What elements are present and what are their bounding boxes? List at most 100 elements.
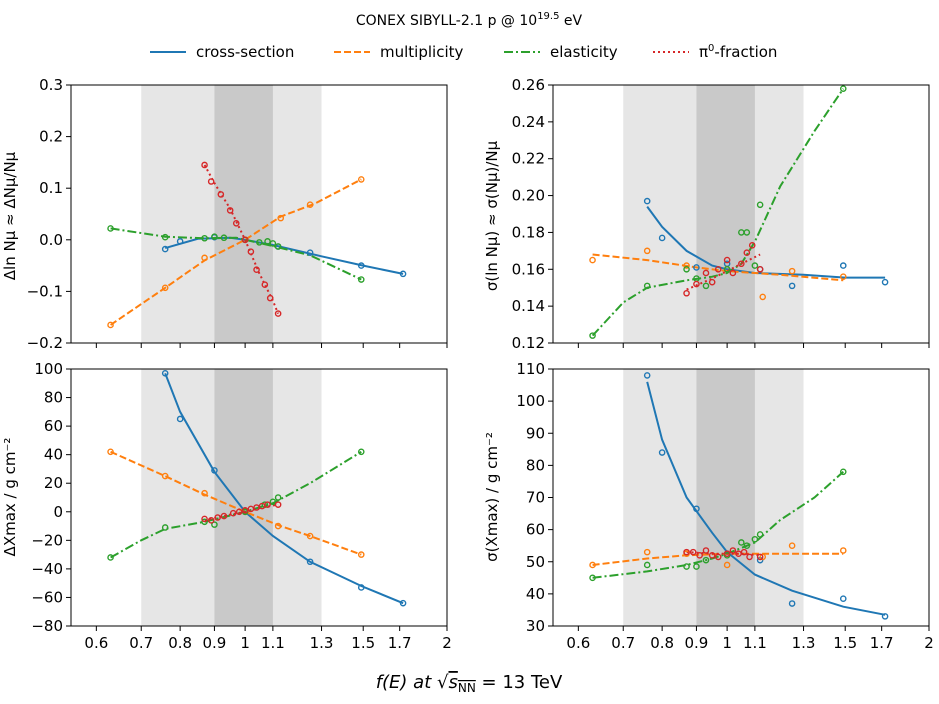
xtick-label: 0.9 [203,634,227,652]
point-mult-2 [683,262,690,269]
point-pi0-8 [743,249,751,256]
point-pi0-2 [217,191,225,198]
ytick-label: 0.18 [512,223,545,241]
point-mult-4 [277,214,285,222]
ylabel-top-right: σ(ln Nμ) ≈ σ(Nμ)/Nμ [483,140,501,291]
point-mult-5 [788,542,796,549]
point-el-6 [738,539,745,546]
point-mult-2 [201,489,208,497]
point-el-3 [211,233,218,241]
point-pi0-0 [201,515,208,523]
band-dark [214,85,273,343]
series-line-cs [646,206,886,279]
legend-label-mult: multiplicity [380,43,463,61]
ytick-label: 0.22 [512,150,545,168]
point-pi0-10 [756,265,764,273]
point-pi0-3 [708,278,716,286]
point-cs-2 [693,505,700,513]
point-pi0-0 [683,548,690,556]
point-mult-5 [306,201,314,209]
xtick-label: 2 [924,634,934,652]
ytick-label: 90 [526,424,545,442]
point-el-2 [683,265,690,273]
figure-xlabel: f(E) at √sNN = 13 TeV [376,672,563,695]
ytick-label: −40 [31,560,63,578]
ytick-label: 0.0 [39,231,63,249]
point-pi0-2 [696,552,703,559]
ytick-label: 0.14 [512,297,545,315]
point-cs-6 [357,262,365,269]
point-pi0-8 [261,281,269,288]
point-pi0-10 [746,553,753,561]
point-pi0-8 [735,550,742,558]
series-line-pi0 [204,503,279,522]
point-pi0-7 [729,547,737,554]
point-el-7 [743,542,751,549]
point-el-4 [702,282,710,290]
ytick-label: 40 [44,446,63,464]
point-pi0-6 [723,550,731,558]
point-el-6 [269,498,277,506]
point-el-8 [269,240,277,247]
point-el-6 [256,239,263,246]
point-mult-1 [643,548,651,556]
point-mult-2 [201,254,208,262]
point-el-1 [161,524,169,531]
point-el-8 [751,535,759,543]
xtick-label: 1.1 [743,634,767,652]
point-el-10 [839,85,847,92]
point-cs-5 [357,584,365,591]
point-cs-2 [693,264,700,271]
xtick-label: 1.3 [310,634,334,652]
point-el-3 [693,563,700,570]
point-el-0 [107,554,114,561]
point-el-2 [683,563,690,570]
point-pi0-1 [693,280,700,288]
point-pi0-6 [247,248,255,255]
point-el-9 [274,243,282,250]
band-dark [696,369,755,626]
point-pi0-4 [708,552,716,559]
point-pi0-3 [220,512,228,520]
legend-entry-mult: multiplicity [334,43,463,61]
point-pi0-2 [702,269,710,277]
ytick-label: 100 [516,392,545,410]
series-line-cs [164,372,404,605]
point-el-9 [756,531,764,538]
point-pi0-3 [702,547,710,554]
point-el-7 [274,494,282,501]
point-el-0 [107,225,114,232]
xtick-label: 1.1 [261,634,285,652]
point-pi0-0 [201,161,208,169]
point-el-7 [264,238,271,245]
point-cs-0 [643,197,651,205]
point-pi0-5 [235,508,243,516]
point-mult-5 [788,267,796,275]
ytick-label: 0.24 [512,113,545,131]
point-pi0-6 [241,507,249,514]
ytick-label: 70 [526,489,545,507]
ytick-label: −0.1 [27,282,63,300]
point-cs-7 [881,613,889,620]
point-cs-1 [658,234,666,242]
point-pi0-4 [232,219,240,227]
ytick-label: 60 [44,417,63,435]
ytick-label: −60 [31,588,63,606]
point-pi0-1 [689,548,697,556]
xtick-label: 1.5 [351,634,375,652]
xtick-label: 0.8 [168,634,192,652]
point-cs-7 [399,270,407,278]
point-el-3 [211,521,218,528]
ytick-label: 40 [526,585,545,603]
point-pi0-10 [264,501,271,508]
xtick-label: 2 [442,634,452,652]
point-cs-1 [176,238,184,245]
point-el-10 [357,276,365,283]
point-pi0-2 [214,514,221,521]
point-mult-0 [107,448,114,456]
legend-entry-el: elasticity [504,43,618,61]
xtick-label: 0.9 [685,634,709,652]
ytick-label: 80 [526,456,545,474]
point-cs-5 [788,282,796,290]
point-el-8 [751,262,759,269]
